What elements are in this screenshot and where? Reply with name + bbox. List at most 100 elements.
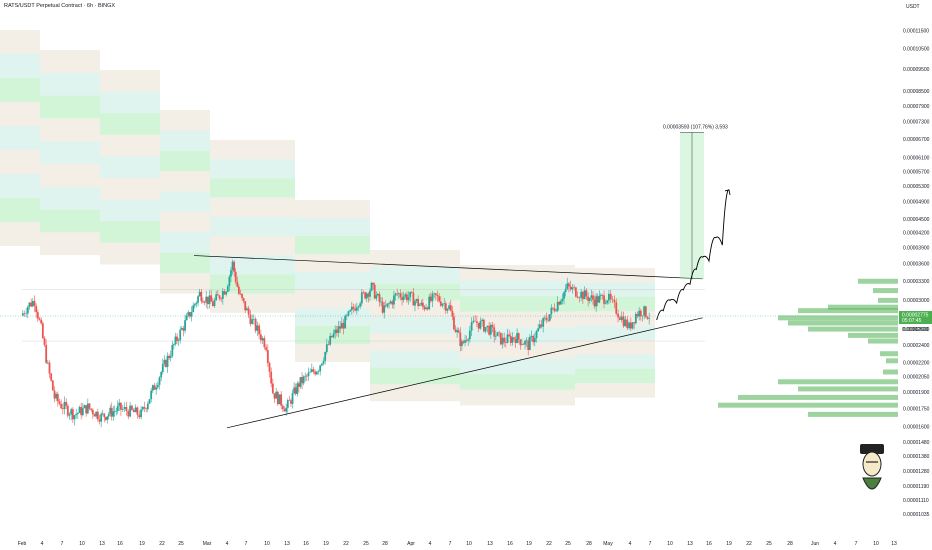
candle-body — [357, 306, 360, 308]
candle-body — [143, 407, 146, 409]
candle-body — [299, 377, 302, 387]
candle-body — [307, 372, 310, 377]
candle-body — [176, 336, 178, 341]
candle-body — [376, 294, 379, 296]
candle-body — [103, 413, 106, 418]
candle-body — [439, 301, 442, 306]
candle-body — [169, 356, 172, 358]
candle-body — [155, 387, 158, 390]
candle-body — [564, 288, 567, 293]
indicator-band — [40, 141, 100, 164]
candle-body — [638, 310, 641, 317]
candle-body — [288, 400, 291, 401]
candle-body — [161, 364, 164, 373]
indicator-band — [160, 130, 210, 151]
candle-body — [349, 310, 352, 312]
candle-body — [216, 294, 219, 296]
candle-body — [365, 293, 368, 299]
y-tick-label: 0.00007300 — [903, 120, 930, 126]
candle-body — [571, 287, 574, 290]
candle-body — [58, 401, 61, 404]
candle-body — [561, 298, 564, 302]
candle-body — [503, 337, 506, 343]
candle-body — [414, 301, 416, 306]
y-axis: 0.00011500 0.00010500 0.00009500 0.00008500… — [903, 28, 930, 517]
x-axis: Feb 4 7 10 13 16 19 22 25 Mar 4 7 10 13 16 19 22 25 28 Apr 4… — [18, 541, 897, 547]
candle-body — [340, 322, 343, 329]
candle-body — [177, 340, 180, 341]
candle-body — [344, 315, 347, 329]
candle-body — [112, 411, 115, 417]
candle-body — [48, 362, 51, 374]
candle-body — [261, 338, 264, 341]
candle-body — [100, 413, 103, 422]
candle-body — [533, 338, 536, 343]
candle-body — [556, 301, 559, 311]
y-tick-label: 0.00004900 — [903, 200, 930, 206]
candle-body — [158, 377, 161, 385]
candle-body — [156, 384, 159, 388]
candle-body — [81, 408, 84, 416]
price-badge-countdown: 05:07:45 — [902, 318, 922, 324]
candle-body — [431, 293, 434, 302]
candle-body — [513, 337, 515, 340]
candle-body — [596, 296, 599, 303]
candle-body — [104, 417, 107, 420]
indicator-band — [40, 50, 100, 73]
candle-body — [491, 324, 494, 328]
candle-body — [211, 301, 214, 307]
candle-body — [335, 329, 338, 333]
indicator-band — [210, 178, 295, 198]
candle-body — [66, 405, 69, 416]
indicator-band — [40, 186, 100, 210]
indicator-band — [575, 282, 655, 297]
x-tick-label: 13 — [487, 541, 493, 547]
candle-body — [90, 408, 93, 410]
candle-body — [428, 296, 431, 310]
candle-body — [532, 335, 535, 343]
candle-body — [553, 308, 556, 312]
candle-body — [270, 371, 273, 384]
candle-body — [350, 306, 353, 311]
x-tick-label: 19 — [139, 541, 145, 547]
candle-body — [462, 341, 465, 343]
indicator-band — [575, 311, 655, 326]
candle-body — [615, 302, 618, 314]
candle-body — [290, 400, 292, 404]
candle-body — [132, 409, 135, 413]
candle-body — [375, 295, 378, 299]
trendline — [193, 255, 703, 280]
volume-profile-bar — [808, 411, 898, 417]
candle-body — [252, 318, 255, 320]
x-tick-label: Feb — [18, 541, 27, 547]
candle-body — [360, 292, 363, 304]
x-tick-label: 22 — [746, 541, 752, 547]
x-tick-label: 4 — [41, 541, 44, 547]
candle-body — [580, 291, 583, 298]
indicator-band — [100, 178, 160, 200]
indicator-band — [370, 334, 460, 351]
candle-body — [182, 328, 185, 331]
candle-body — [588, 298, 591, 301]
candle-body — [574, 287, 577, 297]
candle-body — [622, 316, 625, 327]
candle-body — [453, 316, 455, 330]
candle-body — [322, 360, 325, 364]
x-tick-label: 10 — [466, 541, 472, 547]
candle-body — [36, 312, 39, 319]
candle-body — [86, 403, 89, 414]
candle-body — [646, 316, 649, 319]
candle-body — [28, 302, 31, 307]
candle-body — [613, 299, 616, 303]
candle-body — [41, 323, 44, 339]
candle-body — [189, 312, 191, 317]
candle-body — [301, 377, 303, 384]
candle-body — [498, 332, 501, 333]
measure-label: 0.00003593 (107.76%) 3,593 — [663, 124, 728, 130]
candle-body — [444, 303, 447, 311]
y-tick-label: 0.00004200 — [903, 231, 930, 237]
candle-body — [468, 330, 471, 340]
candle-body — [558, 301, 561, 305]
candle-body — [420, 302, 423, 305]
